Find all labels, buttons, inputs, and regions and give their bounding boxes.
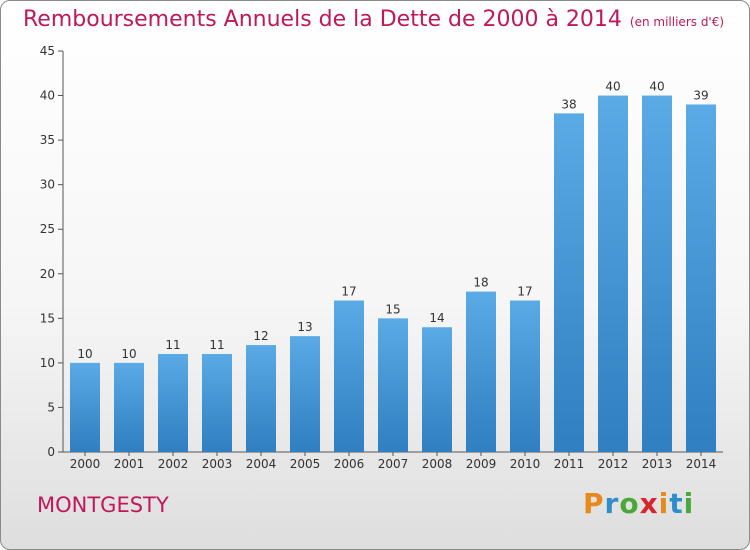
bar-value-label: 12 [253, 329, 268, 343]
bar [598, 95, 628, 453]
bar-value-label: 17 [341, 285, 356, 299]
bar-value-label: 17 [517, 285, 532, 299]
bar [70, 362, 100, 452]
x-tick-label: 2005 [290, 457, 321, 471]
x-tick-label: 2013 [642, 457, 673, 471]
bar [510, 300, 540, 452]
x-tick-label: 2003 [202, 457, 233, 471]
logo-letter: o [619, 487, 640, 520]
y-tick-label: 15 [40, 311, 55, 325]
bar-value-label: 13 [297, 320, 312, 334]
x-tick-label: 2006 [334, 457, 365, 471]
bar-value-label: 15 [385, 302, 400, 316]
x-tick-label: 2002 [158, 457, 189, 471]
bar [466, 291, 496, 452]
x-tick-label: 2000 [70, 457, 101, 471]
bar-value-label: 40 [649, 80, 664, 94]
y-tick-label: 40 [40, 89, 55, 103]
x-tick-label: 2007 [378, 457, 409, 471]
bar [334, 300, 364, 452]
x-tick-label: 2004 [246, 457, 277, 471]
y-tick-label: 30 [40, 178, 55, 192]
logo-letter: t [669, 487, 684, 520]
bar-value-label: 11 [165, 338, 180, 352]
logo-letter: x [639, 487, 659, 520]
logo-letter: r [604, 487, 620, 520]
x-tick-label: 2009 [466, 457, 497, 471]
x-tick-label: 2010 [510, 457, 541, 471]
logo-letter: P [583, 487, 605, 520]
town-name: MONTGESTY [37, 493, 169, 517]
bar [290, 336, 320, 452]
logo-letter: i [658, 487, 670, 520]
proxiti-logo: Proxiti [583, 487, 694, 520]
x-tick-label: 2011 [554, 457, 585, 471]
chart-title-block: Remboursements Annuels de la Dette de 20… [23, 7, 724, 32]
chart-title: Remboursements Annuels de la Dette de 20… [23, 7, 622, 32]
y-tick-label: 35 [40, 133, 55, 147]
chart-subtitle: (en milliers d'€) [629, 15, 725, 29]
bar [422, 327, 452, 452]
x-tick-label: 2008 [422, 457, 453, 471]
bar [378, 318, 408, 452]
bar-value-label: 14 [429, 311, 444, 325]
bar-value-label: 11 [209, 338, 224, 352]
x-tick-label: 2014 [686, 457, 717, 471]
bar-value-label: 40 [605, 80, 620, 94]
bar [642, 95, 672, 453]
bar [202, 353, 232, 452]
bar-value-label: 39 [693, 88, 708, 102]
x-tick-label: 2012 [598, 457, 629, 471]
bar [554, 113, 584, 452]
bar [686, 104, 716, 452]
y-tick-label: 10 [40, 356, 55, 370]
bar-value-label: 10 [121, 347, 136, 361]
bar [246, 345, 276, 452]
bar-value-label: 38 [561, 97, 576, 111]
y-tick-label: 25 [40, 222, 55, 236]
bar [114, 362, 144, 452]
x-tick-label: 2001 [114, 457, 145, 471]
y-tick-label: 45 [40, 44, 55, 58]
y-tick-label: 0 [47, 445, 55, 459]
y-tick-label: 20 [40, 267, 55, 281]
logo-letter: i [683, 487, 695, 520]
y-tick-label: 5 [47, 400, 55, 414]
bar-value-label: 18 [473, 276, 488, 290]
bar-value-label: 10 [77, 347, 92, 361]
bar [158, 353, 188, 452]
